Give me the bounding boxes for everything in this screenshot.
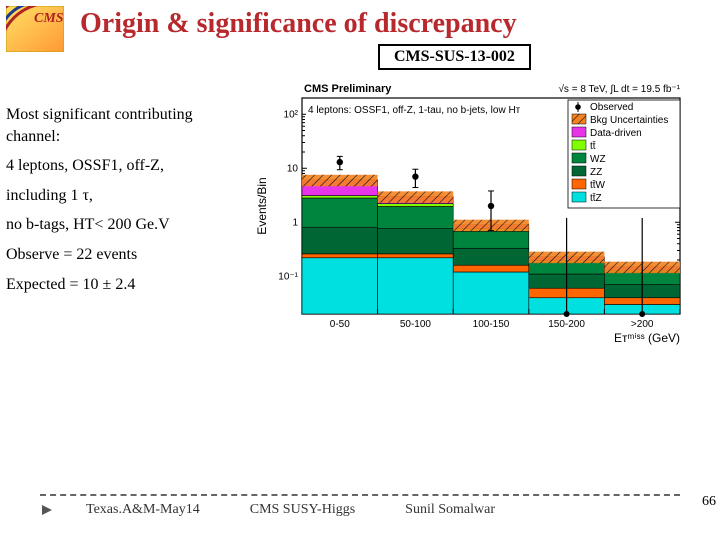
svg-text:1: 1 [292, 217, 298, 228]
analysis-reference: CMS-SUS-13-002 [378, 44, 531, 70]
svg-text:Observed: Observed [590, 102, 633, 113]
svg-text:10: 10 [287, 163, 299, 174]
footer-topic: CMS SUSY-Higgs [250, 502, 355, 518]
svg-text:tt̄: tt̄ [590, 140, 596, 152]
svg-text:100-150: 100-150 [473, 319, 510, 330]
footer-venue: Texas.A&M-May14 [86, 502, 200, 518]
slide-title: Origin & significance of discrepancy [80, 8, 517, 40]
body-line: Expected = 10 ± 2.4 [6, 274, 246, 296]
body-line: no b-tags, HT< 200 Ge.V [6, 214, 246, 236]
page-number: 66 [702, 494, 716, 510]
svg-text:150-200: 150-200 [548, 319, 585, 330]
cms-logo: CMS [6, 6, 64, 52]
svg-text:√s = 8 TeV, ∫L dt = 19.5 fb⁻¹: √s = 8 TeV, ∫L dt = 19.5 fb⁻¹ [558, 83, 680, 95]
svg-text:ZZ: ZZ [590, 167, 602, 178]
footer-author: Sunil Somalwar [405, 502, 495, 518]
svg-text:50-100: 50-100 [400, 319, 432, 330]
svg-text:tt̄Z: tt̄Z [590, 192, 602, 204]
body-line: 4 leptons, OSSF1, off-Z, [6, 155, 246, 177]
svg-text:tt̄W: tt̄W [590, 179, 606, 191]
svg-text:Eᴛᵐⁱˢˢ (GeV): Eᴛᵐⁱˢˢ (GeV) [614, 331, 680, 345]
svg-text:Events/Bin: Events/Bin [255, 177, 269, 234]
stacked-histogram: 10⁻¹ 1 10 10² 0-50 50-100 100-150 150-200 >200 Ev… [250, 78, 702, 354]
svg-text:10⁻¹: 10⁻¹ [278, 271, 298, 282]
body-text: Most significant contributing channel: 4… [6, 104, 246, 303]
svg-text:10²: 10² [284, 109, 299, 120]
body-line: Observe = 22 events [6, 244, 246, 266]
svg-text:4 leptons: OSSF1, off-Z, 1-tau: 4 leptons: OSSF1, off-Z, 1-tau, no b-jet… [308, 105, 521, 116]
svg-text:WZ: WZ [590, 154, 606, 165]
svg-text:CMS: CMS [34, 11, 64, 26]
svg-text:Bkg Uncertainties: Bkg Uncertainties [590, 115, 668, 126]
svg-text:0-50: 0-50 [330, 319, 350, 330]
svg-text:>200: >200 [631, 319, 654, 330]
body-line: including 1 τ, [6, 185, 246, 207]
footer: Texas.A&M-May14 CMS SUSY-Higgs Sunil Som… [40, 494, 710, 518]
svg-text:CMS Preliminary: CMS Preliminary [304, 83, 392, 95]
body-line: Most significant contributing channel: [6, 104, 246, 147]
arrow-icon [40, 503, 54, 517]
svg-text:Data-driven: Data-driven [590, 128, 642, 139]
